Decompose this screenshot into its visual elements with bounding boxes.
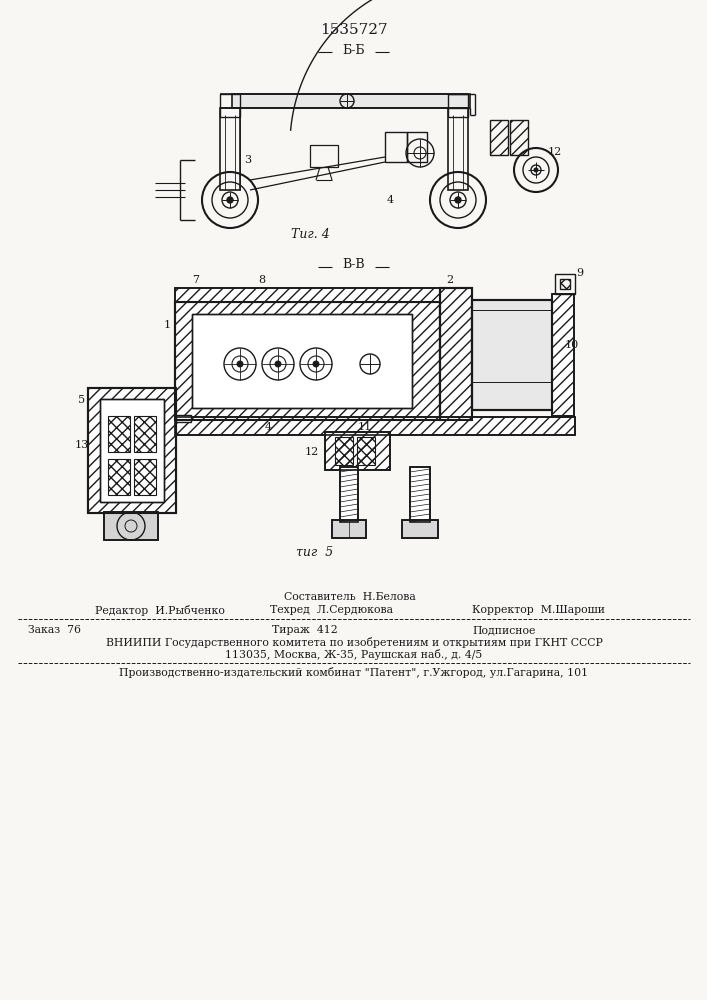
Text: ВНИИПИ Государственного комитета по изобретениям и открытиям при ГКНТ СССР: ВНИИПИ Государственного комитета по изоб… bbox=[105, 637, 602, 648]
Bar bbox=[448, 94, 468, 117]
Text: 9: 9 bbox=[576, 268, 583, 278]
Bar bbox=[340, 467, 358, 522]
Bar bbox=[472, 300, 552, 410]
Text: 4: 4 bbox=[387, 195, 394, 205]
Circle shape bbox=[227, 197, 233, 203]
Text: Производственно-издательский комбинат "Патент", г.Ужгород, ул.Гагарина, 101: Производственно-издательский комбинат "П… bbox=[119, 668, 588, 678]
Bar bbox=[310, 145, 338, 167]
Text: Редактор  И.Рыбченко: Редактор И.Рыбченко bbox=[95, 604, 225, 615]
Bar bbox=[555, 274, 575, 294]
Text: Техред  Л.Сердюкова: Техред Л.Сердюкова bbox=[270, 605, 393, 615]
Text: 7: 7 bbox=[192, 275, 199, 285]
Bar bbox=[357, 437, 375, 465]
Text: 113035, Москва, Ж-35, Раушская наб., д. 4/5: 113035, Москва, Ж-35, Раушская наб., д. … bbox=[226, 648, 483, 660]
Bar bbox=[410, 467, 430, 522]
Circle shape bbox=[275, 361, 281, 367]
Bar bbox=[560, 279, 570, 289]
Circle shape bbox=[313, 361, 319, 367]
Text: Тираж  412: Тираж 412 bbox=[272, 625, 338, 635]
Text: Б-Б: Б-Б bbox=[343, 43, 366, 56]
Text: 13: 13 bbox=[75, 440, 89, 450]
Bar bbox=[175, 288, 440, 302]
Bar bbox=[325, 432, 390, 470]
Text: 12: 12 bbox=[305, 447, 319, 457]
Bar bbox=[440, 288, 472, 420]
Bar bbox=[192, 314, 412, 408]
Bar bbox=[175, 417, 575, 435]
Bar bbox=[385, 132, 407, 162]
Bar bbox=[332, 520, 366, 538]
Text: В-В: В-В bbox=[343, 258, 366, 271]
Text: 1535727: 1535727 bbox=[320, 23, 388, 37]
Bar bbox=[552, 294, 574, 416]
Text: 12: 12 bbox=[548, 147, 562, 157]
Bar bbox=[402, 520, 438, 538]
Text: Заказ  76: Заказ 76 bbox=[28, 625, 81, 635]
Bar bbox=[340, 467, 358, 522]
Text: 10: 10 bbox=[565, 340, 579, 350]
Bar bbox=[407, 132, 427, 162]
Bar bbox=[175, 302, 440, 420]
Bar bbox=[108, 459, 130, 495]
Circle shape bbox=[455, 197, 461, 203]
Bar bbox=[232, 94, 470, 108]
Bar bbox=[335, 437, 353, 465]
Bar bbox=[220, 94, 240, 117]
Bar bbox=[192, 314, 412, 408]
Bar bbox=[175, 302, 440, 420]
Text: 1: 1 bbox=[163, 320, 170, 330]
Bar bbox=[104, 512, 158, 540]
Bar bbox=[134, 459, 156, 495]
Bar bbox=[175, 417, 575, 435]
Bar bbox=[402, 520, 438, 538]
Bar bbox=[510, 120, 528, 155]
Bar bbox=[108, 416, 130, 452]
Bar bbox=[325, 432, 390, 470]
Bar bbox=[100, 399, 164, 502]
Bar bbox=[88, 388, 176, 513]
Bar bbox=[440, 288, 472, 420]
Text: Τиг. 4: Τиг. 4 bbox=[291, 229, 329, 241]
Text: Корректор  М.Шароши: Корректор М.Шароши bbox=[472, 605, 605, 615]
Text: 4: 4 bbox=[264, 422, 271, 432]
Bar bbox=[448, 108, 468, 190]
Bar bbox=[175, 288, 440, 302]
Text: 2: 2 bbox=[446, 275, 454, 285]
Bar bbox=[472, 300, 552, 410]
Text: 5: 5 bbox=[78, 395, 86, 405]
Bar bbox=[332, 520, 366, 538]
Bar bbox=[490, 120, 508, 155]
Text: 3: 3 bbox=[245, 155, 252, 165]
Bar bbox=[100, 399, 164, 502]
Text: Подписное: Подписное bbox=[472, 625, 535, 635]
Bar bbox=[552, 294, 574, 416]
Text: Составитель  Н.Белова: Составитель Н.Белова bbox=[284, 592, 416, 602]
Bar bbox=[88, 388, 176, 513]
Text: 11: 11 bbox=[358, 422, 372, 432]
Bar bbox=[220, 108, 240, 190]
Bar bbox=[410, 467, 430, 522]
Bar bbox=[176, 415, 191, 422]
Text: τиг  5: τиг 5 bbox=[296, 546, 334, 558]
Circle shape bbox=[237, 361, 243, 367]
Bar bbox=[104, 512, 158, 540]
Circle shape bbox=[534, 168, 538, 172]
Bar bbox=[134, 416, 156, 452]
Text: 8: 8 bbox=[259, 275, 266, 285]
